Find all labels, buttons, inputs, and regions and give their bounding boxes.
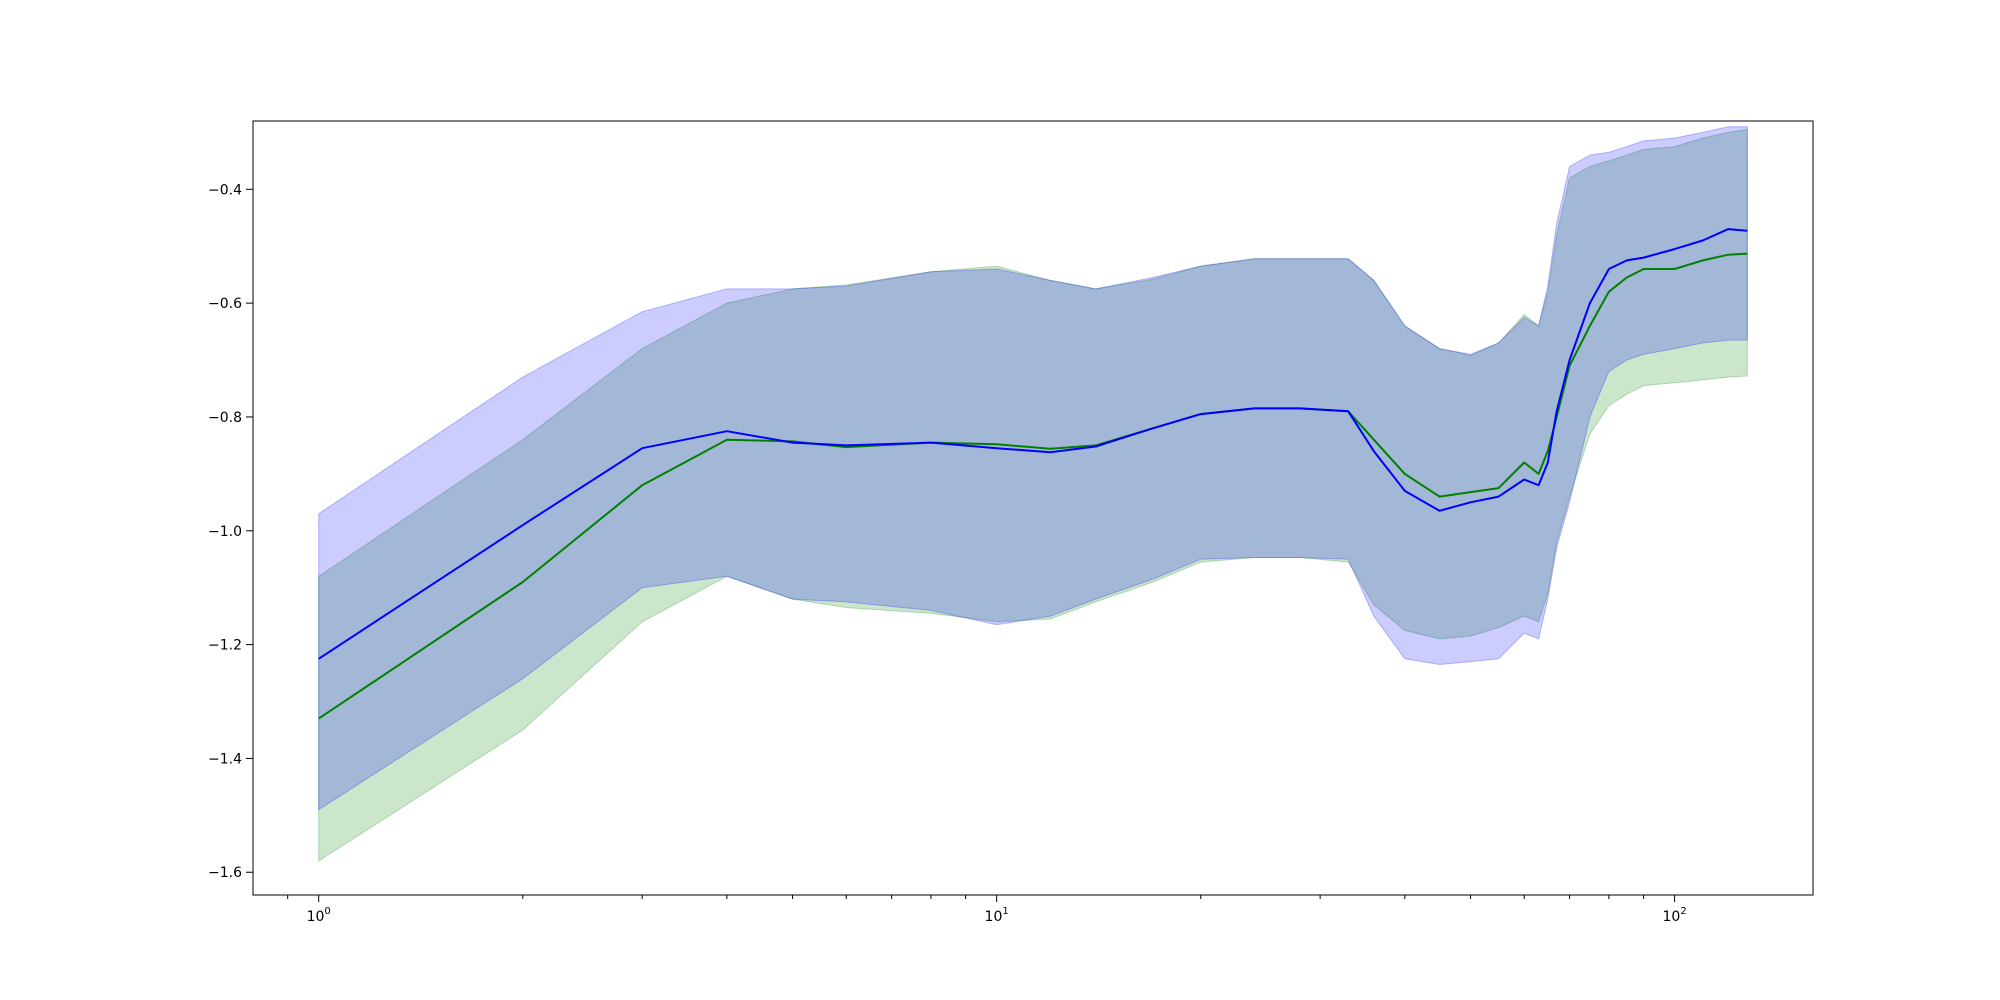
y-tick-label: −1.4 <box>208 751 242 767</box>
series-1-band <box>318 126 1748 811</box>
y-tick-label: −0.4 <box>208 182 242 198</box>
series-lines <box>318 228 1748 720</box>
series-1-line <box>318 228 1748 660</box>
x-axis: 100 101 102 <box>287 895 1687 925</box>
confidence-bands <box>318 126 1748 862</box>
y-tick-label: −1.0 <box>208 524 242 540</box>
series-0-band <box>318 128 1748 862</box>
x-tick-label: 100 <box>307 906 331 925</box>
y-tick-label: −1.2 <box>208 638 242 654</box>
x-tick-label: 102 <box>1663 906 1687 925</box>
plot-frame <box>252 120 1814 896</box>
plot-area <box>253 121 1813 895</box>
y-tick-label: −0.6 <box>208 296 242 312</box>
y-tick-label: −1.6 <box>208 865 242 881</box>
series-0-line <box>318 252 1748 720</box>
y-tick-label: −0.8 <box>208 410 242 426</box>
x-tick-label: 101 <box>985 906 1009 925</box>
y-axis: −1.6 −1.4 −1.2 −1.0 −0.8 −0.6 −0.4 <box>208 182 253 881</box>
